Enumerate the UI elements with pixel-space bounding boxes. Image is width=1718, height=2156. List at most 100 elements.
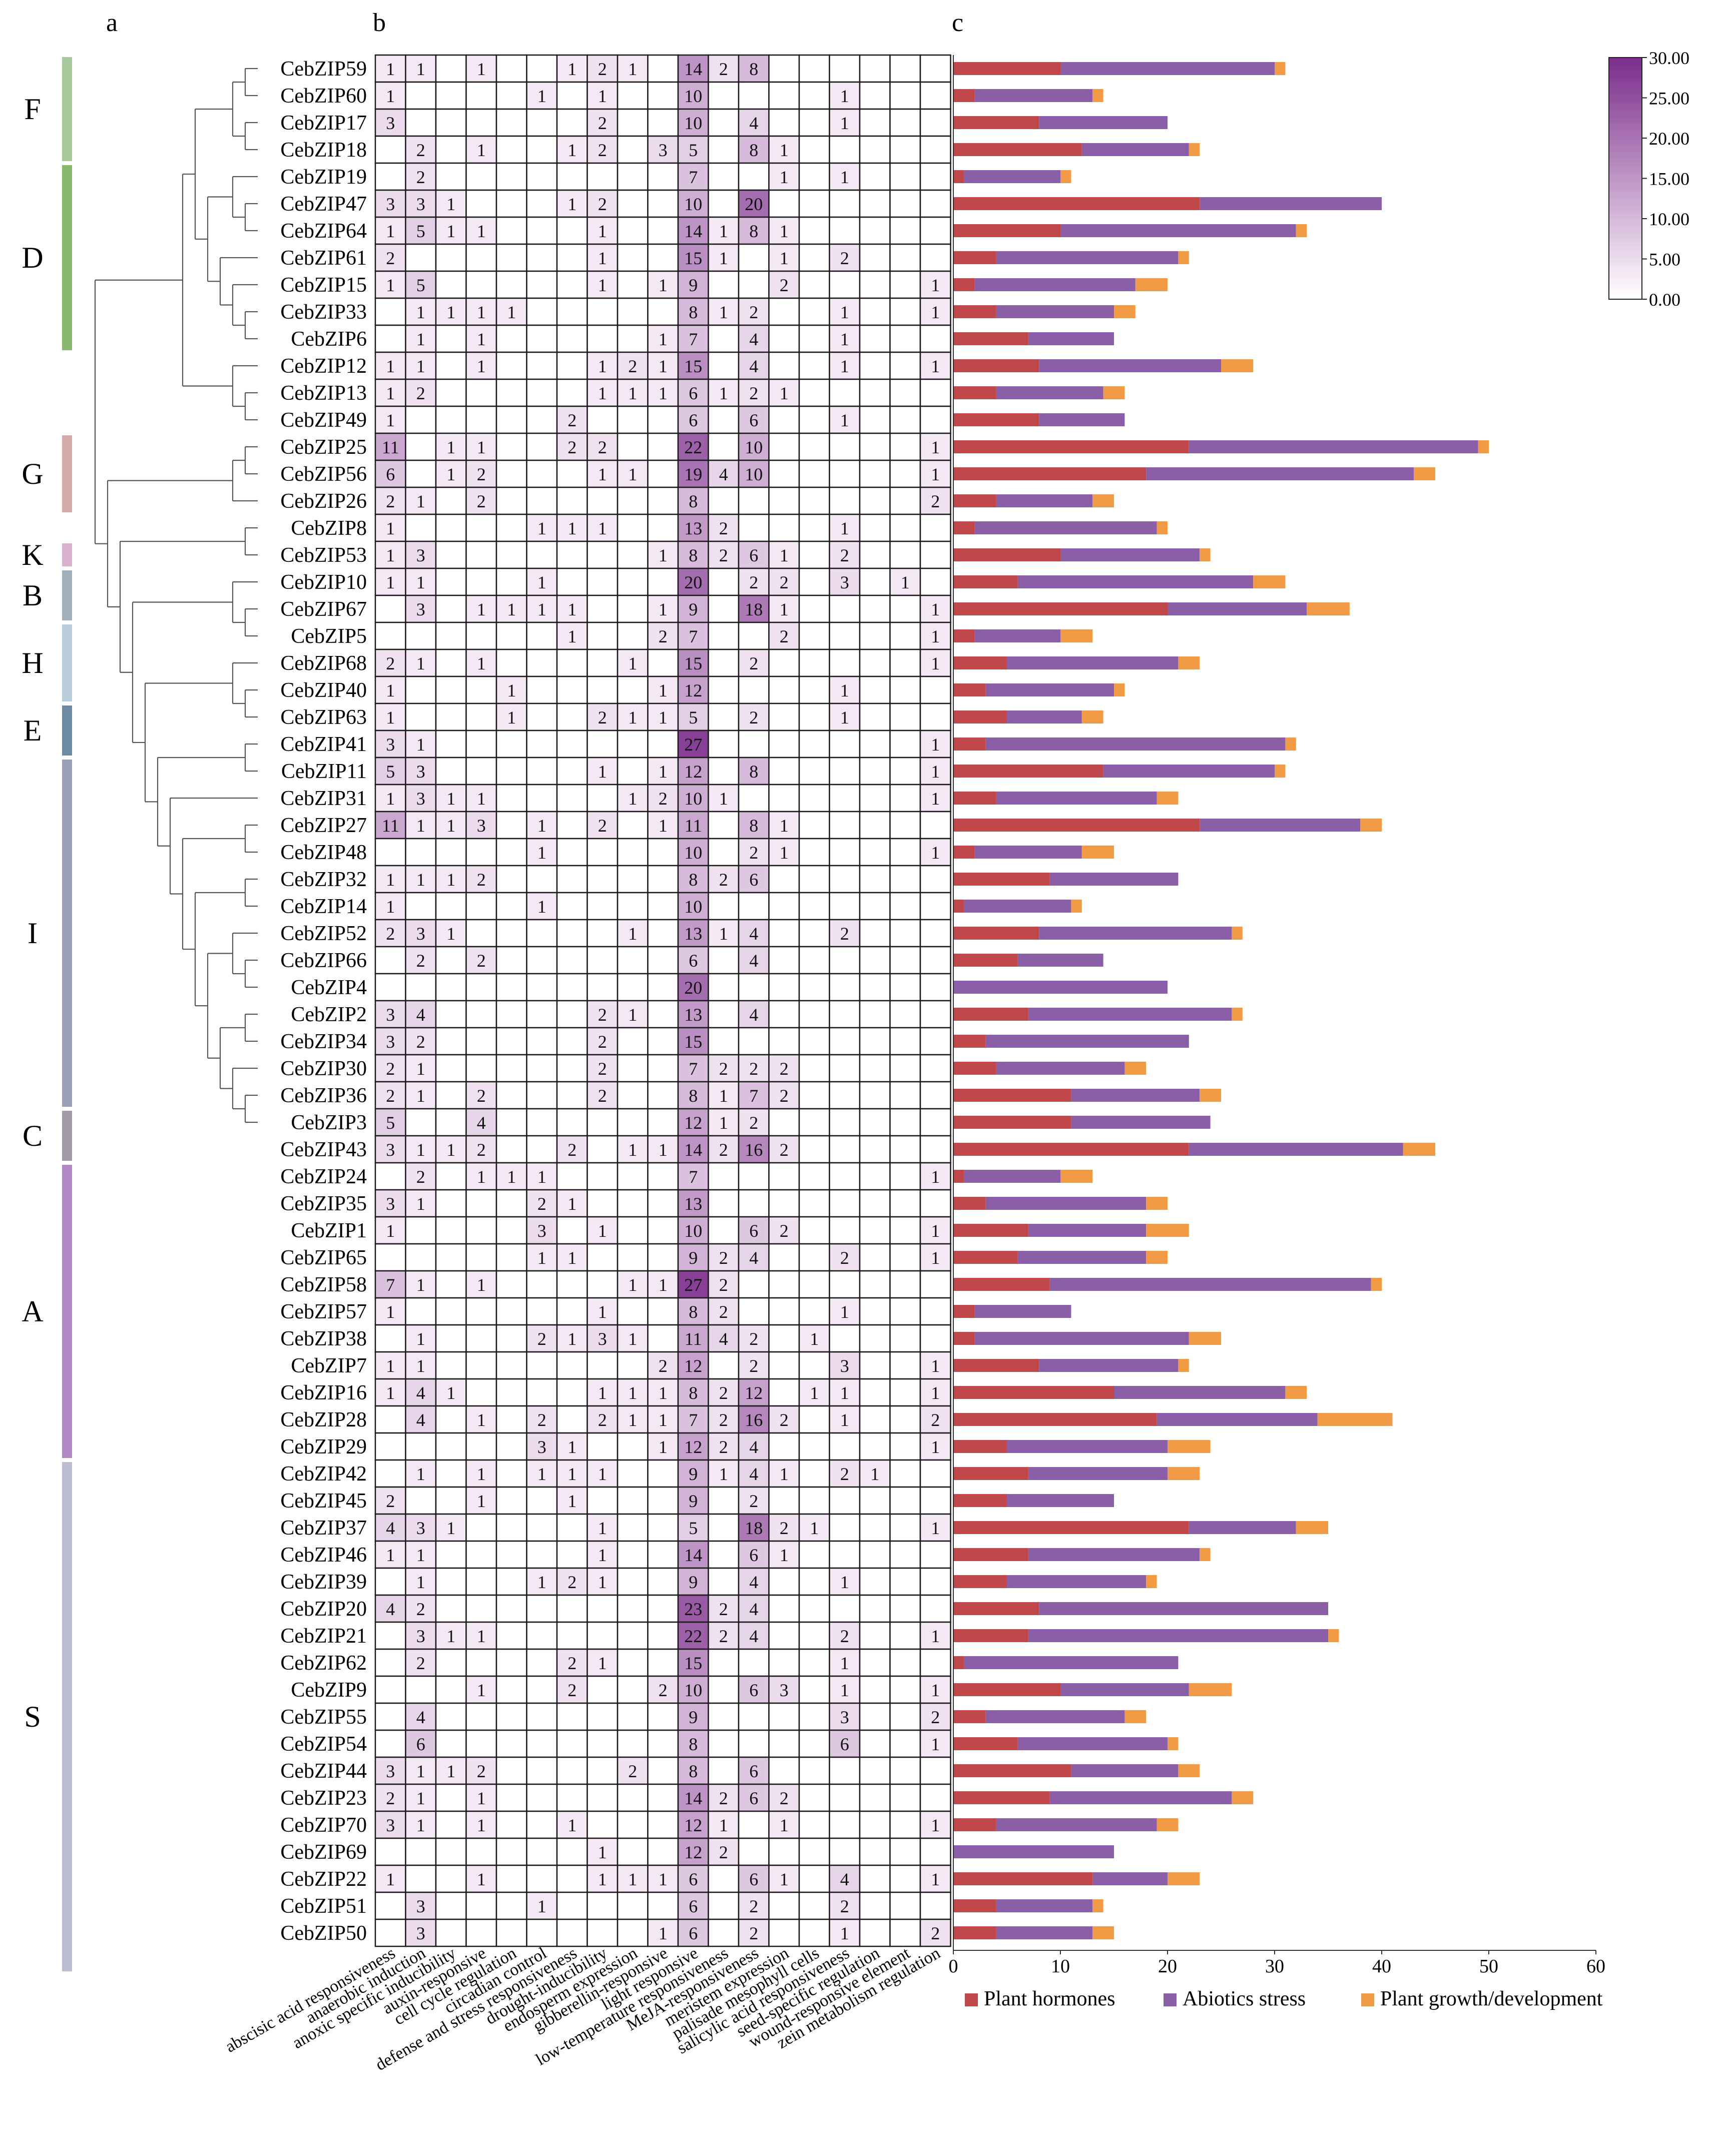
bar-segment (953, 683, 986, 696)
heatmap-cell (859, 135, 891, 164)
heatmap-cell (738, 1648, 770, 1677)
heatmap-cell (798, 459, 830, 488)
heatmap-value: 1 (477, 356, 486, 376)
bar-segment (1157, 521, 1168, 534)
heatmap-value: 1 (446, 221, 455, 241)
heatmap-value: 8 (749, 816, 758, 836)
heatmap-cell (919, 675, 951, 704)
bar-segment (1060, 224, 1296, 237)
heatmap-cell (919, 1567, 951, 1596)
heatmap-cell (435, 1837, 467, 1866)
heatmap-cell (738, 1189, 770, 1218)
gene-label: CebZIP17 (280, 112, 367, 135)
bar-segment (1103, 386, 1125, 399)
heatmap-cell (556, 1297, 588, 1326)
heatmap-value: 1 (840, 1923, 849, 1943)
heatmap-value: 1 (931, 356, 940, 376)
bar-segment (953, 602, 1168, 615)
heatmap-cell (647, 1918, 679, 1947)
heatmap-cell (405, 1432, 437, 1461)
heatmap-value: 1 (659, 680, 668, 700)
heatmap-cell (677, 1270, 709, 1299)
heatmap-cell (738, 1297, 770, 1326)
heatmap-cell (435, 621, 467, 650)
gene-label: CebZIP40 (280, 679, 367, 702)
heatmap-cell (495, 1054, 527, 1083)
heatmap-cell (798, 189, 830, 218)
heatmap-value: 3 (386, 113, 395, 133)
heatmap-value: 1 (386, 680, 395, 700)
heatmap-cell (919, 811, 951, 840)
bar-segment (1028, 1008, 1232, 1021)
bar-segment (1071, 900, 1082, 913)
heatmap-value: 1 (598, 248, 607, 268)
heatmap-cell (526, 1486, 558, 1515)
heatmap-cell (889, 1405, 921, 1434)
heatmap-value: 3 (386, 1005, 395, 1025)
heatmap-value: 6 (749, 1788, 758, 1808)
heatmap-cell (829, 324, 861, 353)
bar-segment (953, 1791, 1050, 1804)
heatmap-cell (768, 540, 800, 569)
heatmap-value: 1 (416, 1788, 425, 1808)
heatmap-value: 2 (628, 356, 637, 376)
heatmap-value: 1 (628, 707, 637, 728)
heatmap-cell (919, 973, 951, 1002)
heatmap-value: 4 (416, 1410, 425, 1430)
heatmap-value: 6 (840, 1734, 849, 1754)
bar-segment (953, 1251, 1018, 1264)
bar-segment (974, 278, 1135, 291)
bar-segment (1200, 1548, 1211, 1561)
heatmap-value: 8 (689, 1086, 698, 1106)
heatmap-cell (738, 1513, 770, 1542)
heatmap-value: 1 (719, 221, 728, 241)
heatmap-cell (526, 243, 558, 272)
gene-label: CebZIP30 (280, 1057, 367, 1080)
heatmap-value: 1 (477, 599, 486, 619)
bar-segment (1081, 143, 1189, 156)
bar-segment (953, 521, 975, 534)
heatmap-value: 1 (659, 1923, 668, 1943)
heatmap-cell (889, 351, 921, 380)
heatmap-cell (859, 216, 891, 245)
heatmap-cell (526, 1027, 558, 1056)
heatmap-cell (708, 540, 740, 569)
heatmap-value: 14 (684, 59, 702, 79)
heatmap-cell (919, 1081, 951, 1110)
heatmap-cell (889, 135, 921, 164)
heatmap-cell (919, 459, 951, 488)
heatmap-cell (768, 1162, 800, 1191)
heatmap-value: 4 (749, 1437, 758, 1457)
group-color-bar (62, 1111, 72, 1161)
gene-label: CebZIP39 (280, 1571, 367, 1594)
x-tick-label: 20 (1158, 1956, 1177, 1977)
heatmap-cell (859, 1000, 891, 1029)
heatmap-cell (374, 1567, 406, 1596)
gene-labels: CebZIP59CebZIP60CebZIP17CebZIP18CebZIP19… (280, 58, 367, 1945)
heatmap-value: 2 (416, 1167, 425, 1187)
heatmap-value: 1 (386, 1302, 395, 1322)
heatmap-value: 27 (684, 1275, 702, 1295)
heatmap-cell (647, 1459, 679, 1488)
heatmap-value: 2 (628, 1761, 637, 1781)
heatmap-cell (374, 946, 406, 975)
heatmap-cell (738, 919, 770, 948)
heatmap-value: 1 (840, 680, 849, 700)
heatmap-cell (617, 459, 649, 488)
heatmap-cell (889, 1864, 921, 1893)
heatmap-value: 2 (567, 1140, 577, 1160)
heatmap-value: 4 (386, 1599, 395, 1619)
heatmap-value: 8 (689, 870, 698, 890)
heatmap-cell (435, 1270, 467, 1299)
heatmap-value: 12 (684, 1815, 702, 1835)
heatmap-cell (647, 1594, 679, 1623)
heatmap-value: 13 (684, 518, 702, 538)
heatmap-cell (435, 675, 467, 704)
heatmap-value: 1 (598, 275, 607, 295)
heatmap-value: 20 (745, 194, 763, 214)
heatmap-cell (889, 1621, 921, 1650)
heatmap-cell (526, 865, 558, 894)
heatmap-value: 1 (598, 356, 607, 376)
heatmap-cell (647, 1351, 679, 1380)
heatmap-value: 2 (780, 1788, 789, 1808)
